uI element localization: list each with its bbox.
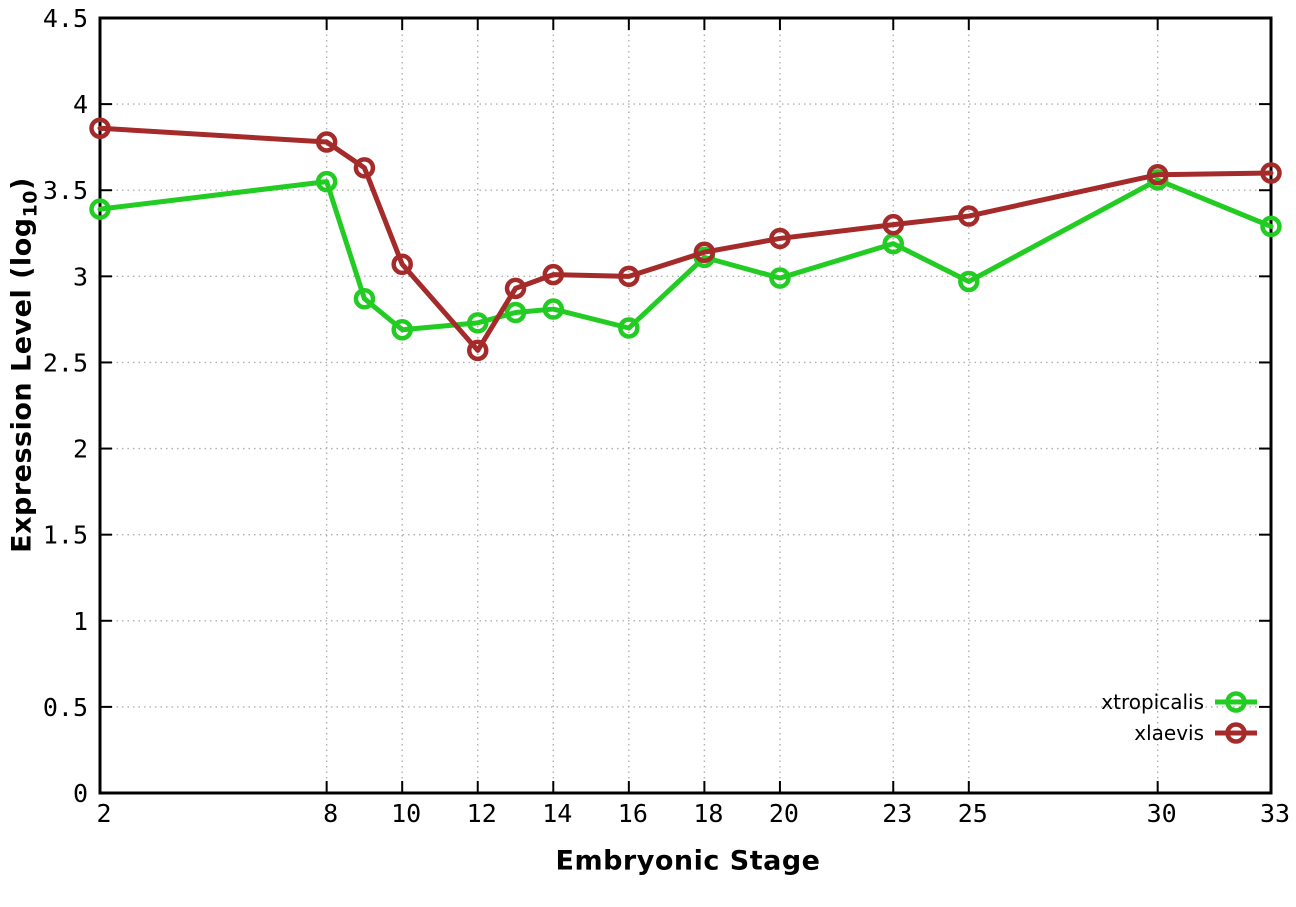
legend-entry-xlaevis: xlaevis <box>1101 718 1258 747</box>
point-xtropicalis-8 <box>315 170 338 193</box>
x-tick-label: 20 <box>769 799 799 828</box>
y-tick-label: 2 <box>73 435 88 464</box>
x-tick-label: 8 <box>323 799 338 828</box>
x-tick-label: 25 <box>958 799 988 828</box>
series-line-xtropicalis <box>97 177 1274 333</box>
x-tick-label: 14 <box>542 799 572 828</box>
point-xtropicalis-20 <box>769 267 791 289</box>
point-xlaevis-16 <box>618 265 640 288</box>
point-xlaevis-12 <box>466 339 489 362</box>
point-xlaevis-18 <box>693 241 716 263</box>
y-tick-label: 4 <box>73 90 88 119</box>
y-tick-label: 1 <box>73 607 88 636</box>
point-xlaevis-20 <box>769 227 791 250</box>
point-xtropicalis-25 <box>958 270 980 293</box>
y-tick-label: 1.5 <box>43 521 88 550</box>
point-xlaevis-8 <box>315 131 338 153</box>
point-xtropicalis-16 <box>618 317 640 339</box>
point-xtropicalis-14 <box>542 298 565 320</box>
point-xlaevis-25 <box>958 205 980 227</box>
legend-marker-icon-xtropicalis <box>1215 690 1257 713</box>
legend-sample-marker <box>1225 690 1247 713</box>
y-axis-title: Expression Level (log10) <box>6 177 41 553</box>
point-xlaevis-30 <box>1146 163 1169 186</box>
y-tick-label: 0.5 <box>43 693 88 722</box>
x-tick-label: 33 <box>1260 799 1290 828</box>
point-xtropicalis-2 <box>89 198 111 220</box>
y-tick-label: 2.5 <box>43 348 88 377</box>
point-xlaevis-14 <box>542 263 565 286</box>
legend-marker-icon-xlaevis <box>1215 721 1257 744</box>
x-tick-label: 2 <box>96 799 111 828</box>
legend-entry-xtropicalis: xtropicalis <box>1101 687 1258 716</box>
y-tick-label: 0 <box>73 779 88 808</box>
y-axis-title-close: ) <box>6 177 38 190</box>
point-xtropicalis-9 <box>353 287 376 310</box>
y-axis-title-subscript: 10 <box>19 189 42 218</box>
x-tick-label: 12 <box>467 799 497 828</box>
point-xtropicalis-10 <box>391 318 413 341</box>
point-xtropicalis-13 <box>504 301 527 324</box>
y-tick-label: 3.5 <box>43 176 88 205</box>
legend-label-xtropicalis: xtropicalis <box>1101 689 1204 714</box>
point-xlaevis-13 <box>504 277 527 300</box>
point-xlaevis-33 <box>1260 162 1282 184</box>
x-tick-label: 23 <box>882 799 912 828</box>
x-tick-label: 30 <box>1147 799 1177 828</box>
x-tick-label: 18 <box>693 799 723 828</box>
x-axis-title: Embryonic Stage <box>555 845 821 877</box>
plot-border <box>98 16 1273 795</box>
legend-sample-marker <box>1225 721 1247 744</box>
x-tick-label: 16 <box>618 799 648 828</box>
point-xlaevis-10 <box>391 253 413 276</box>
x-tick-label: 10 <box>391 799 421 828</box>
y-axis-title-text: Expression Level (log <box>6 217 38 553</box>
y-tick-label: 3 <box>73 262 88 291</box>
point-xtropicalis-33 <box>1260 215 1282 238</box>
legend: xtropicalis xlaevis <box>1101 687 1258 747</box>
y-tick-label: 4.5 <box>43 4 88 33</box>
legend-label-xlaevis: xlaevis <box>1134 720 1204 745</box>
point-xlaevis-9 <box>353 157 376 179</box>
point-xlaevis-2 <box>89 117 111 139</box>
point-xlaevis-23 <box>882 213 905 236</box>
series-line-xlaevis <box>97 125 1274 353</box>
point-xtropicalis-12 <box>466 312 489 334</box>
